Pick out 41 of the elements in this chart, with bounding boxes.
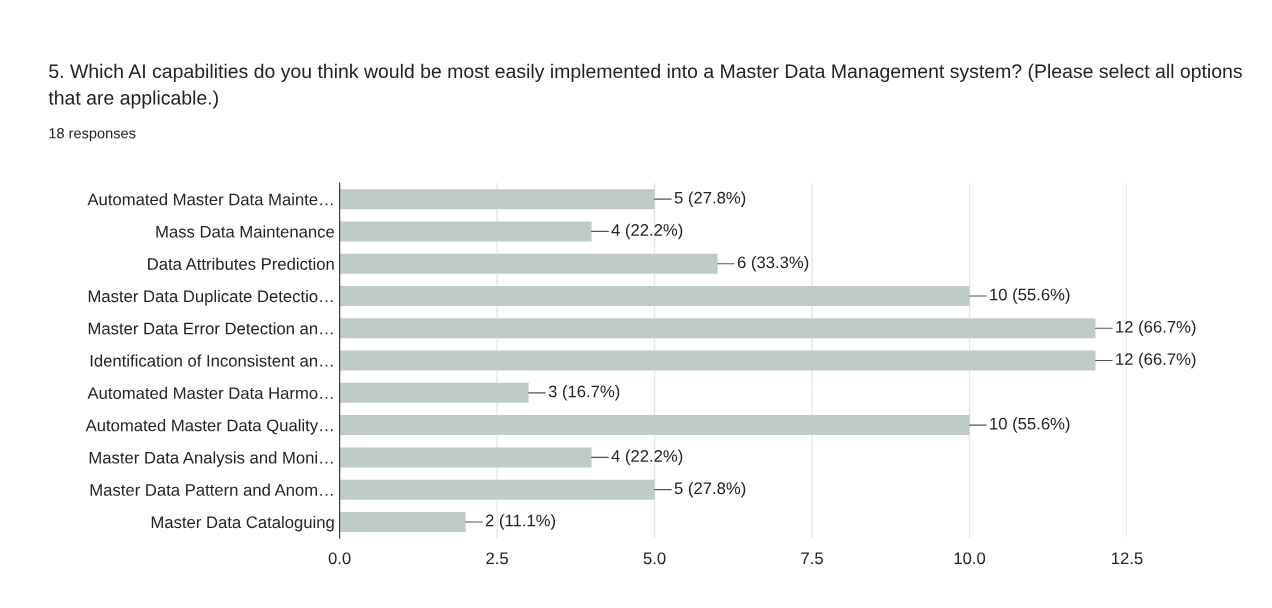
- bar: [339, 382, 529, 403]
- bar: [339, 350, 1096, 371]
- y-tick-label: Master Data Cataloguing: [151, 515, 334, 532]
- x-tick-label: 12.5: [1112, 552, 1143, 565]
- data-label: 2 (11.1%): [485, 514, 556, 530]
- y-tick-label: Master Data Error Detection an…: [88, 322, 333, 335]
- bar: [339, 318, 1096, 339]
- bar: [339, 415, 970, 436]
- x-tick-label: 5.0: [643, 552, 666, 565]
- chart-title: 5. Which AI capabilities do you think would be most easily implemented into a Master Data Management system? (Please select all options that are applicable.): [48, 63, 1242, 109]
- data-label: 10 (55.6%): [990, 288, 1070, 304]
- y-tick-label: Master Data Pattern and Anom…: [90, 483, 333, 496]
- data-label: 12 (66.7%): [1116, 320, 1196, 337]
- data-label: 5 (27.8%): [674, 481, 746, 498]
- bar: [339, 479, 655, 500]
- y-tick-label: Master Data Analysis and Moni…: [89, 451, 333, 467]
- data-label: 12 (66.7%): [1116, 352, 1196, 369]
- y-tick-label: Mass Data Maintenance: [156, 225, 335, 238]
- y-tick-label: Identification of Inconsistent an…: [90, 354, 333, 367]
- x-tick-label: 2.5: [486, 552, 508, 565]
- data-label: 6 (33.3%): [737, 255, 809, 272]
- text: 18 responses: [49, 128, 136, 142]
- x-tick-label: 0.0: [328, 552, 351, 565]
- bar: [339, 189, 655, 210]
- data-label: 4 (22.2%): [611, 223, 683, 240]
- x-tick-label: 7.5: [801, 552, 823, 565]
- bar: [339, 221, 592, 242]
- y-tick-label: Automated Master Data Quality…: [85, 419, 333, 435]
- data-label: 3 (16.7%): [548, 385, 620, 401]
- bar: [339, 253, 718, 274]
- x-tick-label: 10.0: [954, 552, 986, 565]
- data-label: 4 (22.2%): [611, 449, 683, 466]
- y-tick-label: Automated Master Data Harmo…: [87, 386, 333, 400]
- data-label: 10 (55.6%): [990, 417, 1070, 433]
- bar: [339, 285, 970, 306]
- bar: [339, 511, 466, 532]
- y-tick-label: Data Attributes Prediction: [148, 257, 334, 270]
- y-tick-label: Master Data Duplicate Detectio…: [88, 289, 333, 306]
- y-tick-label: Automated Master Data Mainte…: [87, 193, 333, 206]
- data-label: 5 (27.8%): [674, 191, 746, 207]
- bar: [339, 447, 592, 468]
